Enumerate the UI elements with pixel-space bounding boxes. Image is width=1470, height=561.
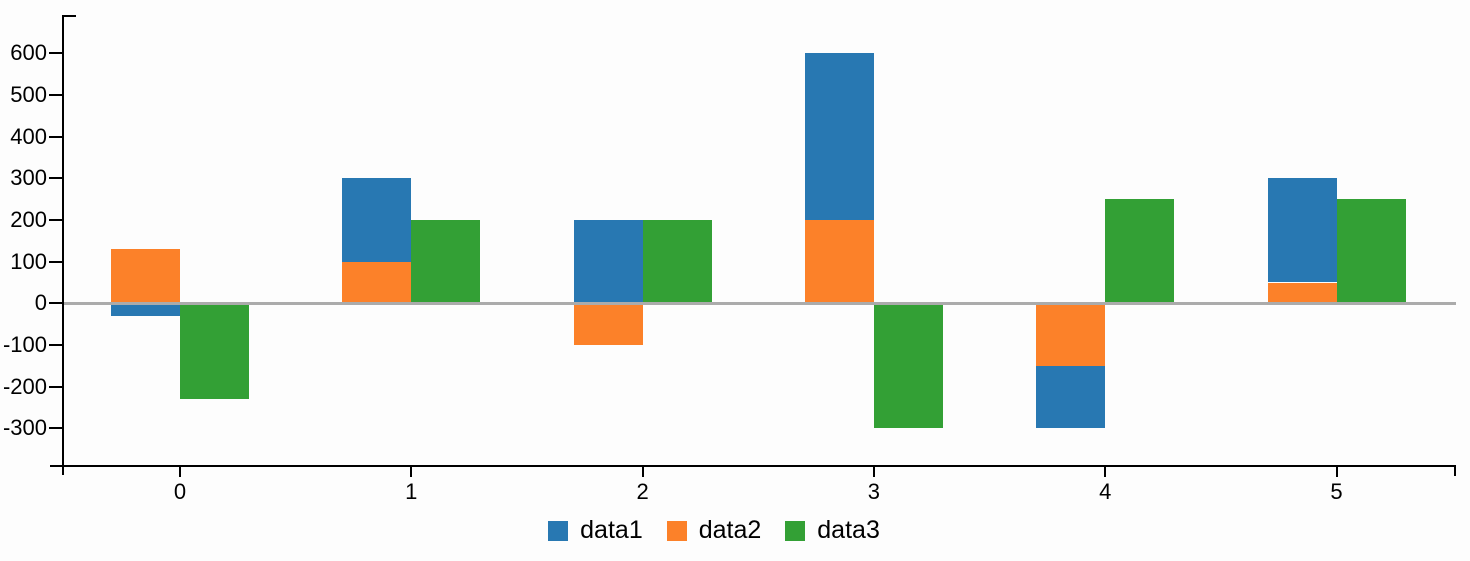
y-axis-tick [49, 135, 62, 138]
bar-data3-x5[interactable] [1336, 199, 1406, 304]
x-axis-tick [410, 466, 413, 477]
y-axis-top-cap [62, 15, 76, 17]
y-axis-tick [49, 427, 62, 430]
y-tick-label: 500 [10, 82, 47, 107]
y-tick-label: 200 [10, 207, 47, 232]
chart-legend: data1 data2 data3 [0, 518, 1449, 543]
y-tick-label: 100 [10, 248, 47, 274]
bar-data2-x4[interactable] [1036, 303, 1106, 366]
legend-swatch-data1-icon [548, 520, 569, 541]
y-tick-label: -300 [2, 415, 47, 441]
x-axis-tick [179, 466, 181, 477]
x-axis-tick [1335, 466, 1338, 477]
y-tick-label: 300 [10, 165, 47, 191]
bar-data1-x5[interactable] [1267, 178, 1337, 283]
bar-data1-x0[interactable] [111, 303, 180, 316]
bar-data2-x2[interactable] [573, 303, 643, 345]
x-tick-label: 4 [1099, 479, 1112, 504]
y-tick-label: -100 [2, 332, 47, 357]
y-tick-label: 400 [10, 123, 47, 149]
x-axis-tick [872, 466, 875, 477]
y-axis-tick [49, 94, 62, 96]
y-axis-tick [49, 177, 62, 180]
y-axis-tick [49, 302, 62, 305]
y-tick-label: 600 [10, 40, 47, 66]
x-axis-tick [1104, 466, 1107, 477]
legend-swatch-data2-icon [666, 520, 687, 541]
bar-data1-x3[interactable] [804, 53, 874, 220]
y-axis-tick [49, 52, 62, 55]
legend-label-data1: data1 [580, 516, 643, 544]
y-axis-tick [49, 219, 62, 221]
legend-item-data3[interactable]: data3 [785, 518, 880, 543]
y-axis-tick [49, 385, 62, 388]
legend-label-data2: data2 [698, 516, 762, 544]
legend-label-data3: data3 [817, 516, 880, 544]
x-axis-tick [641, 466, 644, 477]
bar-data2-x5[interactable] [1267, 282, 1337, 304]
bar-data1-x2[interactable] [573, 220, 643, 304]
x-tick-label: 2 [636, 479, 649, 504]
x-tick-label: 5 [1330, 479, 1343, 504]
y-tick-label: 0 [34, 290, 47, 316]
legend-item-data1[interactable]: data1 [548, 518, 643, 543]
y-tick-label: -200 [2, 373, 47, 399]
x-tick-label: 3 [867, 479, 881, 504]
y-axis-tick [49, 344, 62, 346]
bar-data2-x0[interactable] [111, 249, 180, 304]
y-axis-line [62, 15, 64, 475]
bar-data3-x1[interactable] [411, 220, 481, 304]
bar-data3-x2[interactable] [642, 220, 712, 304]
bar-data3-x3[interactable] [873, 303, 943, 429]
y-axis-tick [49, 260, 62, 263]
bar-data3-x4[interactable] [1105, 199, 1175, 304]
legend-item-data2[interactable]: data2 [666, 516, 762, 544]
bar-data1-x4[interactable] [1036, 365, 1106, 429]
bar-data2-x3[interactable] [804, 220, 874, 304]
bar-data3-x0[interactable] [180, 303, 249, 400]
x-tick-label: 0 [173, 479, 187, 504]
x-tick-label: 1 [405, 479, 418, 504]
bar-data1-x1[interactable] [342, 178, 412, 262]
legend-swatch-data3-icon [785, 520, 806, 541]
x-axis-right-cap [1454, 465, 1456, 476]
x-axis-line [50, 465, 1456, 467]
zero-baseline [62, 302, 1456, 305]
bar-data2-x1[interactable] [342, 261, 412, 304]
